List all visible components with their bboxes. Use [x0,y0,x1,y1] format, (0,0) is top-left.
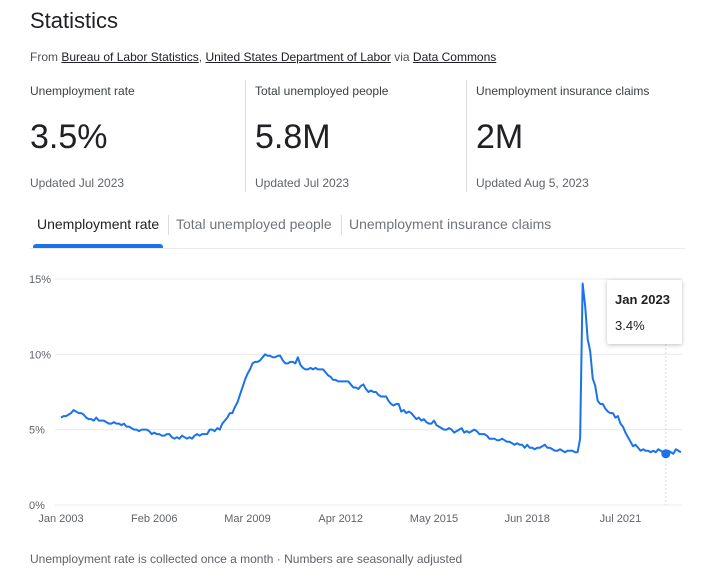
tab-separator [341,215,342,235]
source-link-bls[interactable]: Bureau of Labor Statistics [61,50,199,64]
tab-unemployment-insurance-claims[interactable]: Unemployment insurance claims [349,216,552,232]
stat-label: Unemployment rate [30,84,135,98]
source-line: From Bureau of Labor Statistics, United … [30,50,496,64]
stat-value: 2M [476,118,524,156]
active-tab-indicator [33,244,163,248]
y-tick-label: 5% [29,425,45,437]
source-link-dol[interactable]: United States Department of Labor [205,50,391,64]
tooltip-value: 3.4% [615,318,645,333]
stat-label: Total unemployed people [255,84,389,98]
stat-updated: Updated Jul 2023 [255,176,350,190]
chart-tooltip: Jan 2023 3.4% [607,280,682,344]
data-points [61,283,681,453]
line-chart[interactable]: 0% 5% 10% 15% Jan 2003 Feb 2006 Mar 2009 Apr 2… [0,260,724,530]
source-prefix: From [30,50,58,64]
stat-value: 3.5% [30,118,108,156]
tooltip-date: Jan 2023 [615,292,670,307]
x-tick-label: Mar 2009 [224,513,270,525]
x-tick-label: May 2015 [410,513,458,525]
series-line-unemployment-rate [60,282,682,455]
highlight-point[interactable] [661,449,671,459]
stat-updated: Updated Jul 2023 [30,176,125,190]
x-axis-ticks: Jan 2003 Feb 2006 Mar 2009 Apr 2012 May 2015… [38,513,641,525]
x-tick-label: Jun 2018 [505,513,550,525]
stat-divider [245,80,246,192]
y-tick-label: 10% [29,349,51,361]
x-tick-label: Feb 2006 [131,513,177,525]
source-link-data-commons[interactable]: Data Commons [412,50,497,64]
footnote: Unemployment rate is collected once a mo… [30,552,463,566]
tab-separator [168,215,169,235]
chart-tabs: Unemployment rate Total unemployed peopl… [30,210,685,249]
tab-unemployment-rate[interactable]: Unemployment rate [37,216,160,232]
stat-label: Unemployment insurance claims [476,84,650,98]
page-title: Statistics [30,8,119,33]
grid-lines [55,278,682,506]
x-tick-label: Jul 2021 [600,513,642,525]
y-tick-label: 0% [29,500,45,512]
stat-divider [466,80,467,192]
source-via: via [394,50,410,64]
stat-updated: Updated Aug 5, 2023 [476,176,589,190]
source-separator: , [198,50,203,64]
x-tick-label: Apr 2012 [318,513,363,525]
x-tick-label: Jan 2003 [38,513,83,525]
stat-value: 5.8M [255,118,331,156]
y-axis-ticks: 0% 5% 10% 15% [29,274,51,512]
y-tick-label: 15% [29,274,51,286]
tab-total-unemployed-people[interactable]: Total unemployed people [176,216,332,232]
